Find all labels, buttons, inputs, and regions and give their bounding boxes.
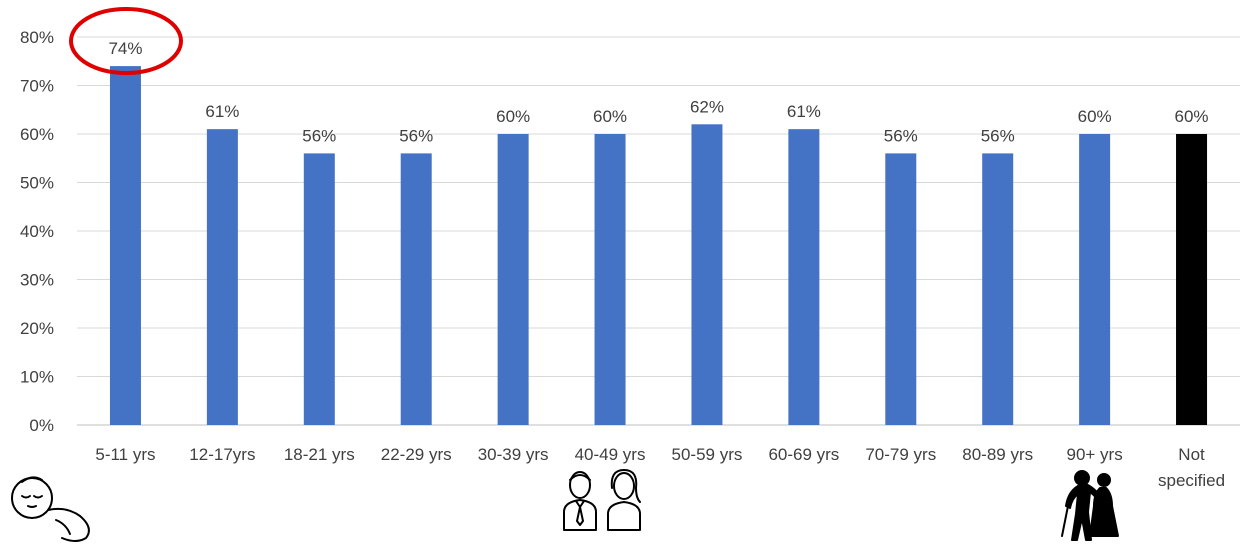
y-tick-label: 0% <box>29 416 54 435</box>
data-label: 60% <box>1078 107 1112 126</box>
x-tick-label: 90+ yrs <box>1067 445 1123 464</box>
x-tick-label: 60-69 yrs <box>768 445 839 464</box>
y-tick-label: 50% <box>20 174 54 193</box>
data-label: 60% <box>496 107 530 126</box>
x-tick-label: 80-89 yrs <box>962 445 1033 464</box>
data-label: 61% <box>787 102 821 121</box>
x-tick-label: 18-21 yrs <box>284 445 355 464</box>
x-tick-label: 70-79 yrs <box>865 445 936 464</box>
data-label: 62% <box>690 97 724 116</box>
y-tick-label: 60% <box>20 125 54 144</box>
bar <box>1079 134 1111 425</box>
y-axis: 0% 10% 20% 30% 40% 50% 60% 70% 80% <box>20 28 54 435</box>
x-tick-label: 22-29 yrs <box>381 445 452 464</box>
adult-couple-icon <box>563 469 641 531</box>
x-tick-label: specified <box>1158 471 1225 490</box>
bar <box>109 66 141 425</box>
bars <box>109 66 1208 426</box>
bar <box>206 129 238 425</box>
highlight-circle <box>69 7 183 75</box>
elderly-couple-icon <box>1061 470 1119 541</box>
y-tick-label: 20% <box>20 319 54 338</box>
bar <box>982 153 1014 425</box>
data-label: 74% <box>108 39 142 58</box>
y-tick-label: 80% <box>20 28 54 47</box>
data-label: 60% <box>1175 107 1209 126</box>
y-tick-label: 30% <box>20 271 54 290</box>
data-label: 61% <box>205 102 239 121</box>
x-tick-label: 5-11 yrs <box>95 445 155 464</box>
gridlines <box>77 36 1240 426</box>
y-tick-label: 40% <box>20 222 54 241</box>
data-label: 56% <box>399 126 433 145</box>
bar <box>497 134 529 425</box>
bar <box>1176 134 1208 425</box>
data-label: 56% <box>884 126 918 145</box>
bar <box>788 129 820 425</box>
data-label: 60% <box>593 107 627 126</box>
x-tick-label: 40-49 yrs <box>575 445 646 464</box>
y-tick-label: 10% <box>20 368 54 387</box>
x-tick-label: 30-39 yrs <box>478 445 549 464</box>
data-labels: 74% 61% 56% 56% 60% 60% 62% 61% 56% 56% 60% 60% <box>108 39 1208 145</box>
data-label: 56% <box>302 126 336 145</box>
bar <box>885 153 917 425</box>
x-tick-label: 12-17yrs <box>189 445 255 464</box>
x-tick-label: 50-59 yrs <box>672 445 743 464</box>
bar <box>400 153 432 425</box>
y-tick-label: 70% <box>20 77 54 96</box>
bar <box>691 124 723 426</box>
x-axis: 5-11 yrs 12-17yrs 18-21 yrs 22-29 yrs 30-39 … <box>95 445 1225 490</box>
bar <box>303 153 335 425</box>
data-label: 56% <box>981 126 1015 145</box>
sleeping-baby-icon <box>11 476 90 542</box>
bar <box>594 134 626 425</box>
x-tick-label: Not <box>1178 445 1205 464</box>
